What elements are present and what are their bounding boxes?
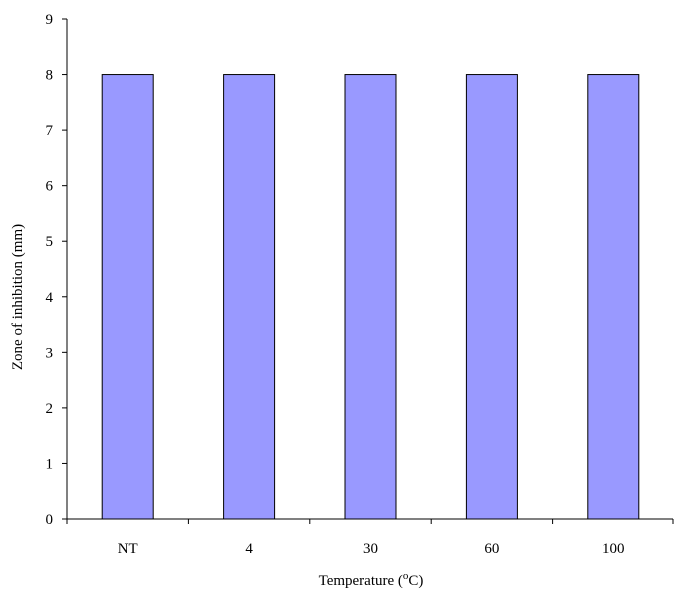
bar-60: [465, 74, 518, 520]
x-axis-title-superscript: o: [403, 570, 409, 582]
y-tick-label: 5: [46, 234, 54, 250]
bar-30: [344, 74, 397, 520]
x-tick-label: 30: [363, 541, 378, 557]
y-tick-label: 3: [46, 345, 54, 361]
bar-100: [587, 74, 640, 520]
y-tick-label: 7: [46, 123, 54, 139]
y-tick-label: 6: [46, 179, 54, 195]
y-tick-label: 8: [46, 68, 54, 84]
x-tick-label: 60: [484, 541, 499, 557]
y-axis-title: Zone of inhibition (mm): [10, 224, 26, 370]
y-tick-label: 2: [46, 401, 54, 417]
y-tick-label: 0: [46, 512, 54, 528]
x-axis-title-suffix: C): [408, 573, 423, 589]
y-tick-label: 9: [46, 12, 54, 28]
bars-layer: [101, 74, 640, 520]
axes-layer: [62, 18, 674, 524]
x-tick-label: 4: [245, 541, 253, 557]
bar-4: [223, 74, 276, 520]
y-tick-label: 1: [46, 456, 54, 472]
x-axis-title-prefix: Temperature (: [319, 573, 403, 589]
x-axis-title: Temperature (oC): [319, 570, 424, 589]
x-tick-label: NT: [118, 541, 138, 557]
bar-nt: [101, 74, 154, 520]
labels-layer: 0 1 2 3 4 5 6 7 8 9 NT 4 30 60 100: [46, 12, 625, 557]
x-tick-label: 100: [602, 541, 625, 557]
y-tick-label: 4: [46, 290, 54, 306]
